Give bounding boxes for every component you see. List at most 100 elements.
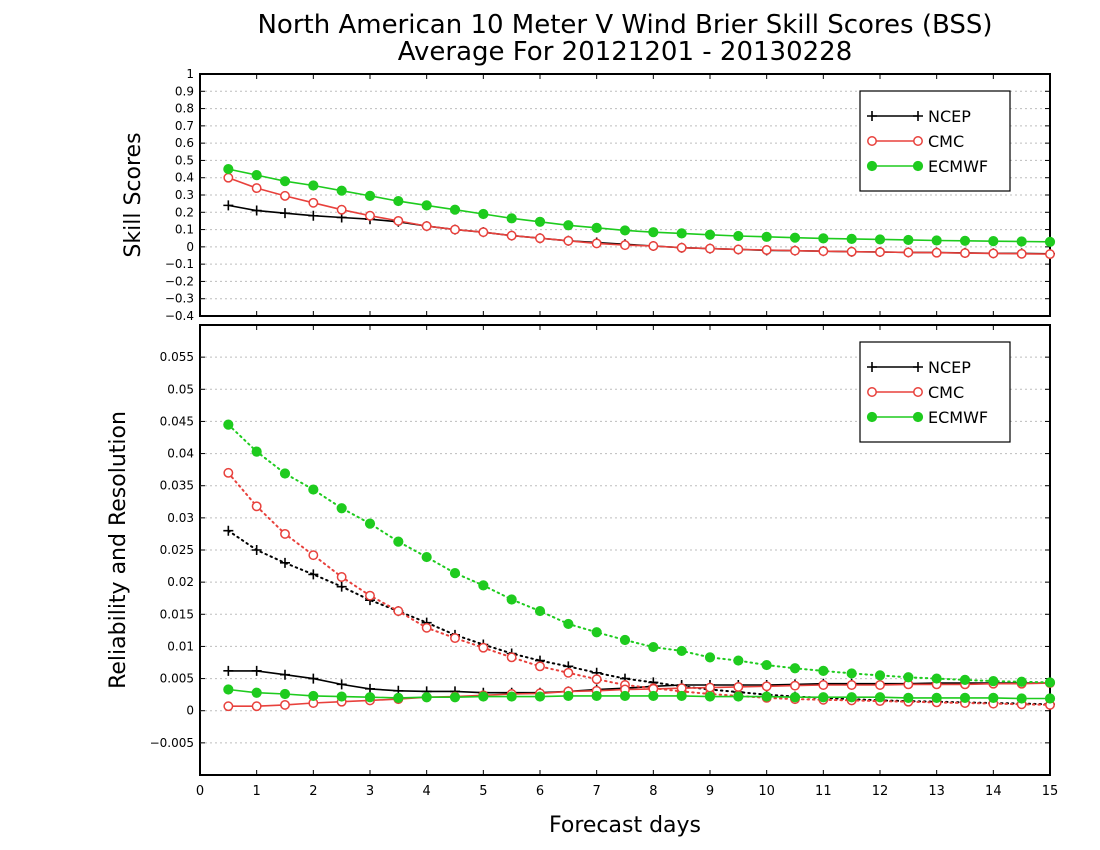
data-point-cmc: [336, 204, 347, 215]
data-point-ecmwf: [846, 692, 857, 703]
data-point-ecmwf: [308, 690, 319, 702]
data-point-ecmwf: [874, 234, 886, 245]
y-tick-label: −0.1: [165, 257, 194, 271]
data-point-cmc: [251, 183, 262, 194]
data-point-ecmwf: [506, 213, 517, 224]
data-point-cmc: [450, 224, 460, 235]
data-point-ncep: [223, 200, 234, 211]
legend-marker-ecmwf: [912, 160, 924, 172]
legend-marker-ecmwf: [866, 160, 878, 172]
data-point-ecmwf: [449, 204, 461, 215]
data-point-ecmwf: [761, 691, 772, 702]
tick-layer: −0.4 −0.3 −0.2 −0.1 0 0.1 0.2 0.3 0.4 0.5 0.6 0.7 0.…: [150, 67, 1059, 799]
data-point-cmc: [1016, 248, 1027, 259]
data-point-ecmwf: [874, 692, 886, 703]
data-point-cmc: [223, 467, 234, 478]
data-point-ecmwf: [1044, 677, 1056, 688]
data-point-ecmwf: [478, 580, 489, 591]
data-point-cmc: [421, 221, 432, 232]
data-point-cmc: [251, 501, 262, 512]
data-point-ecmwf: [506, 691, 517, 702]
y-tick-label: 0.025: [160, 543, 194, 557]
data-point-cmc: [535, 233, 545, 244]
data-point-cmc: [365, 590, 375, 601]
x-tick-label: 1: [253, 784, 261, 799]
legend-label-cmc: CMC: [928, 383, 964, 402]
data-point-ecmwf: [931, 673, 942, 684]
data-point-ecmwf: [251, 446, 262, 457]
data-point-ecmwf: [1016, 693, 1027, 704]
legend-marker-cmc: [867, 136, 877, 146]
x-tick-label: 3: [366, 784, 374, 799]
data-point-ecmwf: [478, 208, 489, 220]
data-point-cmc: [620, 240, 630, 251]
data-point-ecmwf: [223, 419, 234, 430]
data-point-ecmwf: [336, 503, 347, 514]
data-point-ecmwf: [364, 190, 376, 201]
data-point-ncep: [336, 679, 347, 690]
data-point-cmc: [223, 172, 234, 183]
data-point-ecmwf: [903, 692, 914, 703]
data-point-cmc: [960, 248, 970, 259]
x-tick-label: 15: [1042, 784, 1059, 799]
x-tick-label: 2: [309, 784, 317, 799]
data-point-ncep: [251, 205, 262, 216]
data-point-ncep: [223, 665, 234, 676]
data-point-ecmwf: [449, 692, 461, 703]
x-tick-label: 0: [196, 784, 204, 799]
legend-marker-cmc: [867, 387, 877, 397]
data-point-cmc: [676, 242, 687, 253]
data-point-ecmwf: [619, 690, 631, 702]
data-point-ecmwf: [676, 690, 687, 702]
data-point-ecmwf: [648, 227, 659, 238]
data-point-cmc: [875, 680, 885, 690]
legend-layer: NCEP CMC ECMWF NCEP CMC ECMWF: [859, 90, 1011, 443]
data-point-cmc: [761, 245, 772, 255]
data-point-ecmwf: [364, 692, 376, 703]
legend-label-ecmwf: ECMWF: [928, 408, 988, 427]
data-point-ecmwf: [1044, 693, 1056, 704]
data-point-ecmwf: [903, 234, 914, 246]
data-point-cmc: [733, 244, 744, 255]
data-point-ecmwf: [591, 690, 602, 702]
data-point-ecmwf: [931, 235, 942, 246]
data-point-cmc: [280, 528, 290, 539]
data-point-cmc: [648, 241, 659, 251]
series-layer: [223, 163, 1056, 712]
y-tick-label: 0.05: [167, 382, 194, 396]
y-tick-label: 0.01: [167, 639, 194, 653]
data-point-cmc: [251, 701, 262, 712]
data-point-cmc: [478, 227, 489, 238]
data-point-ecmwf: [421, 551, 432, 563]
data-point-ecmwf: [761, 659, 772, 671]
data-point-ecmwf: [534, 216, 546, 227]
data-point-ecmwf: [223, 684, 234, 695]
chart-title: North American 10 Meter V Wind Brier Ski…: [257, 10, 992, 40]
data-point-ecmwf: [563, 690, 574, 702]
data-point-ncep: [251, 665, 262, 676]
data-point-ecmwf: [308, 484, 319, 495]
data-point-cmc: [421, 622, 432, 633]
data-point-cmc: [705, 243, 715, 254]
data-point-ncep: [336, 581, 347, 592]
data-point-cmc: [705, 682, 715, 693]
y-tick-label: −0.3: [165, 292, 194, 306]
data-point-ecmwf: [563, 220, 574, 231]
data-point-ecmwf: [1016, 676, 1027, 687]
data-point-ecmwf: [506, 594, 517, 605]
data-point-ecmwf: [336, 691, 347, 702]
legend-marker-ncep: [913, 362, 923, 372]
data-point-ecmwf: [279, 176, 291, 187]
data-point-ecmwf: [279, 688, 291, 700]
data-point-ecmwf: [733, 230, 744, 242]
x-tick-label: 7: [593, 784, 601, 799]
data-point-cmc: [591, 238, 602, 249]
data-point-ecmwf: [818, 665, 829, 676]
data-point-cmc: [280, 699, 290, 710]
data-point-cmc: [223, 701, 234, 712]
data-point-ecmwf: [251, 170, 262, 181]
data-point-ecmwf: [959, 674, 971, 685]
y-tick-label: 0.3: [175, 188, 194, 202]
data-point-ncep: [308, 673, 319, 684]
